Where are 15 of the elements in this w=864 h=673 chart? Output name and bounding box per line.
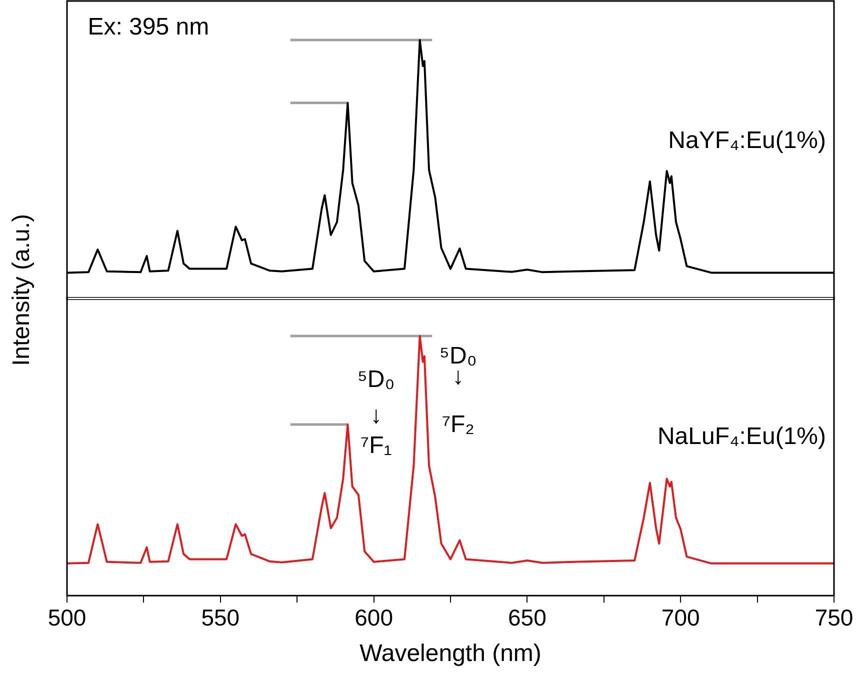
annotation: Ex: 395 nm [88, 14, 210, 41]
x-tick-label: 750 [814, 604, 854, 631]
x-tick-label: 550 [201, 604, 240, 631]
x-tick-label: 600 [354, 604, 393, 631]
x-axis-title: Wavelength (nm) [360, 640, 542, 668]
x-tick-label: 650 [508, 604, 546, 631]
series-label: NaYF₄:Eu(1%) [668, 127, 826, 154]
annotation: ↓ [370, 402, 382, 430]
annotation: ⁷F₂ [442, 411, 475, 438]
annotation: ⁷F₁ [360, 432, 392, 459]
x-tick-label: 700 [661, 604, 700, 631]
series-label: NaLuF₄:Eu(1%) [657, 422, 826, 450]
annotation: ⁵D₀ [357, 366, 395, 394]
x-tick-label: 500 [48, 604, 86, 631]
y-axis-title: Intensity (a.u.) [8, 214, 36, 366]
